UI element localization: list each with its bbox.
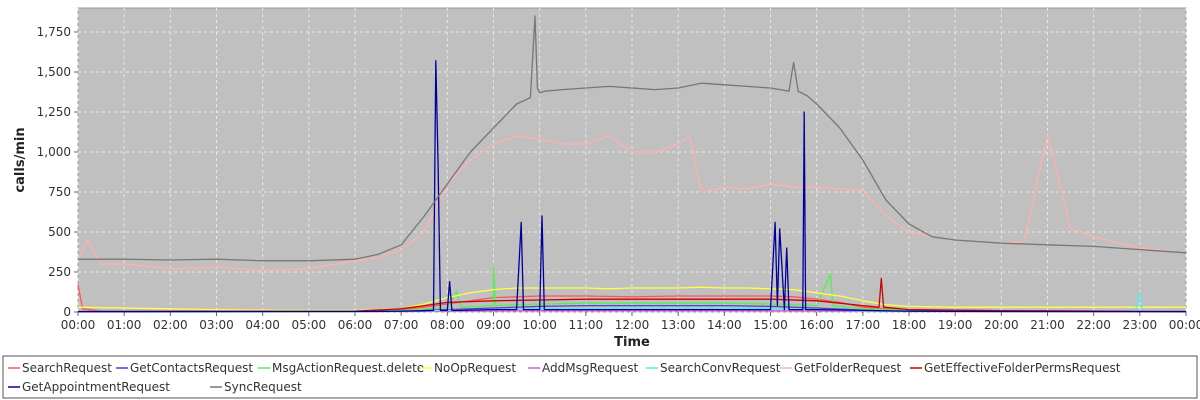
y-axis-title: calls/min [13,127,28,192]
legend-label: GetContactsRequest [130,361,253,375]
series-line [77,266,1187,313]
y-tick-label: 750 [48,185,71,199]
y-axis-ticks: 0 250 500 750 1,000 1,250 1,500 1,750 [37,25,78,319]
x-axis-ticks: 00:00 01:00 02:00 03:00 04:00 05:00 06:00 07:00… [61,312,1200,332]
x-tick-label: 09:00 [476,318,511,332]
x-tick-label: 07:00 [384,318,419,332]
x-tick-label: 01:00 [107,318,142,332]
x-tick-label: 04:00 [245,318,280,332]
legend-label: SearchRequest [22,361,112,375]
series-line [78,15,1187,262]
y-tick-label: 500 [48,225,71,239]
x-tick-label: 06:00 [338,318,373,332]
x-tick-label: 00:00 [61,318,96,332]
y-tick-label: 1,750 [37,25,71,39]
legend-label: GetFolderRequest [794,361,902,375]
legend-label: NoOpRequest [434,361,516,375]
x-tick-label: 08:00 [430,318,465,332]
x-tick-label: 15:00 [753,318,788,332]
y-tick-label: 250 [48,265,71,279]
x-tick-label: 02:00 [153,318,188,332]
legend-label: SearchConvRequest [660,361,781,375]
legend-label: SyncRequest [224,380,302,394]
legend-item: SearchRequest [8,361,112,375]
x-axis-title: Time [614,335,650,350]
series-line [77,135,1187,272]
x-tick-label: 22:00 [1076,318,1111,332]
x-tick-label: 12:00 [615,318,650,332]
x-tick-label: 11:00 [569,318,604,332]
x-tick-label: 16:00 [799,318,834,332]
x-tick-label: 00:00 [1169,318,1200,332]
x-tick-label: 05:00 [292,318,327,332]
x-tick-label: 13:00 [661,318,696,332]
legend: SearchRequest GetContactsRequest MsgAction… [2,355,1198,399]
series-line [77,286,1186,312]
x-tick-label: 03:00 [199,318,234,332]
legend-item: MsgActionRequest.delete [258,361,424,375]
legend-item: SyncRequest [210,380,302,394]
legend-label: GetAppointmentRequest [22,380,170,394]
x-tick-label: 23:00 [1123,318,1158,332]
y-tick-label: 1,000 [37,145,71,159]
x-tick-label: 17:00 [846,318,881,332]
y-tick-label: 0 [63,305,71,319]
legend-item: GetContactsRequest [116,361,253,375]
x-tick-label: 21:00 [1030,318,1065,332]
legend-label: MsgActionRequest.delete [272,361,424,375]
legend-item: SearchConvRequest [646,361,781,375]
legend-item: NoOpRequest [420,361,516,375]
legend-item: GetFolderRequest [780,361,902,375]
legend-item: GetEffectiveFolderPermsRequest [910,361,1121,375]
legend-label: AddMsgRequest [542,361,638,375]
legend-label: GetEffectiveFolderPermsRequest [924,361,1121,375]
x-tick-label: 14:00 [707,318,742,332]
legend-item: GetAppointmentRequest [8,380,170,394]
series-line [77,277,1187,313]
x-tick-label: 19:00 [938,318,973,332]
legend-box [2,355,1198,399]
y-tick-label: 1,250 [37,105,71,119]
series-line [77,60,1187,313]
x-tick-label: 18:00 [892,318,927,332]
legend-item: AddMsgRequest [528,361,638,375]
x-tick-label: 10:00 [522,318,557,332]
series-lines [77,15,1187,313]
x-tick-label: 20:00 [984,318,1019,332]
y-tick-label: 1,500 [37,65,71,79]
